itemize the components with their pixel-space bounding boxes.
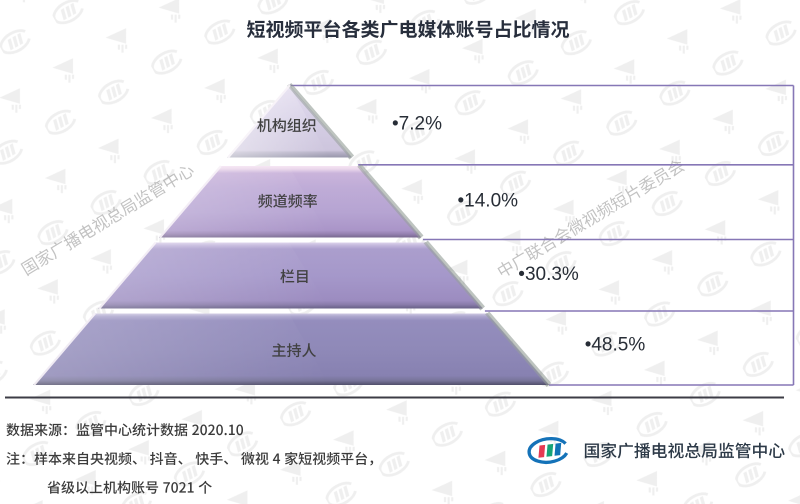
svg-text:•7.2%: •7.2% [392, 114, 442, 135]
svg-text:•48.5%: •48.5% [585, 335, 646, 356]
svg-text:•14.0%: •14.0% [458, 190, 519, 211]
svg-text:•30.3%: •30.3% [518, 264, 579, 285]
